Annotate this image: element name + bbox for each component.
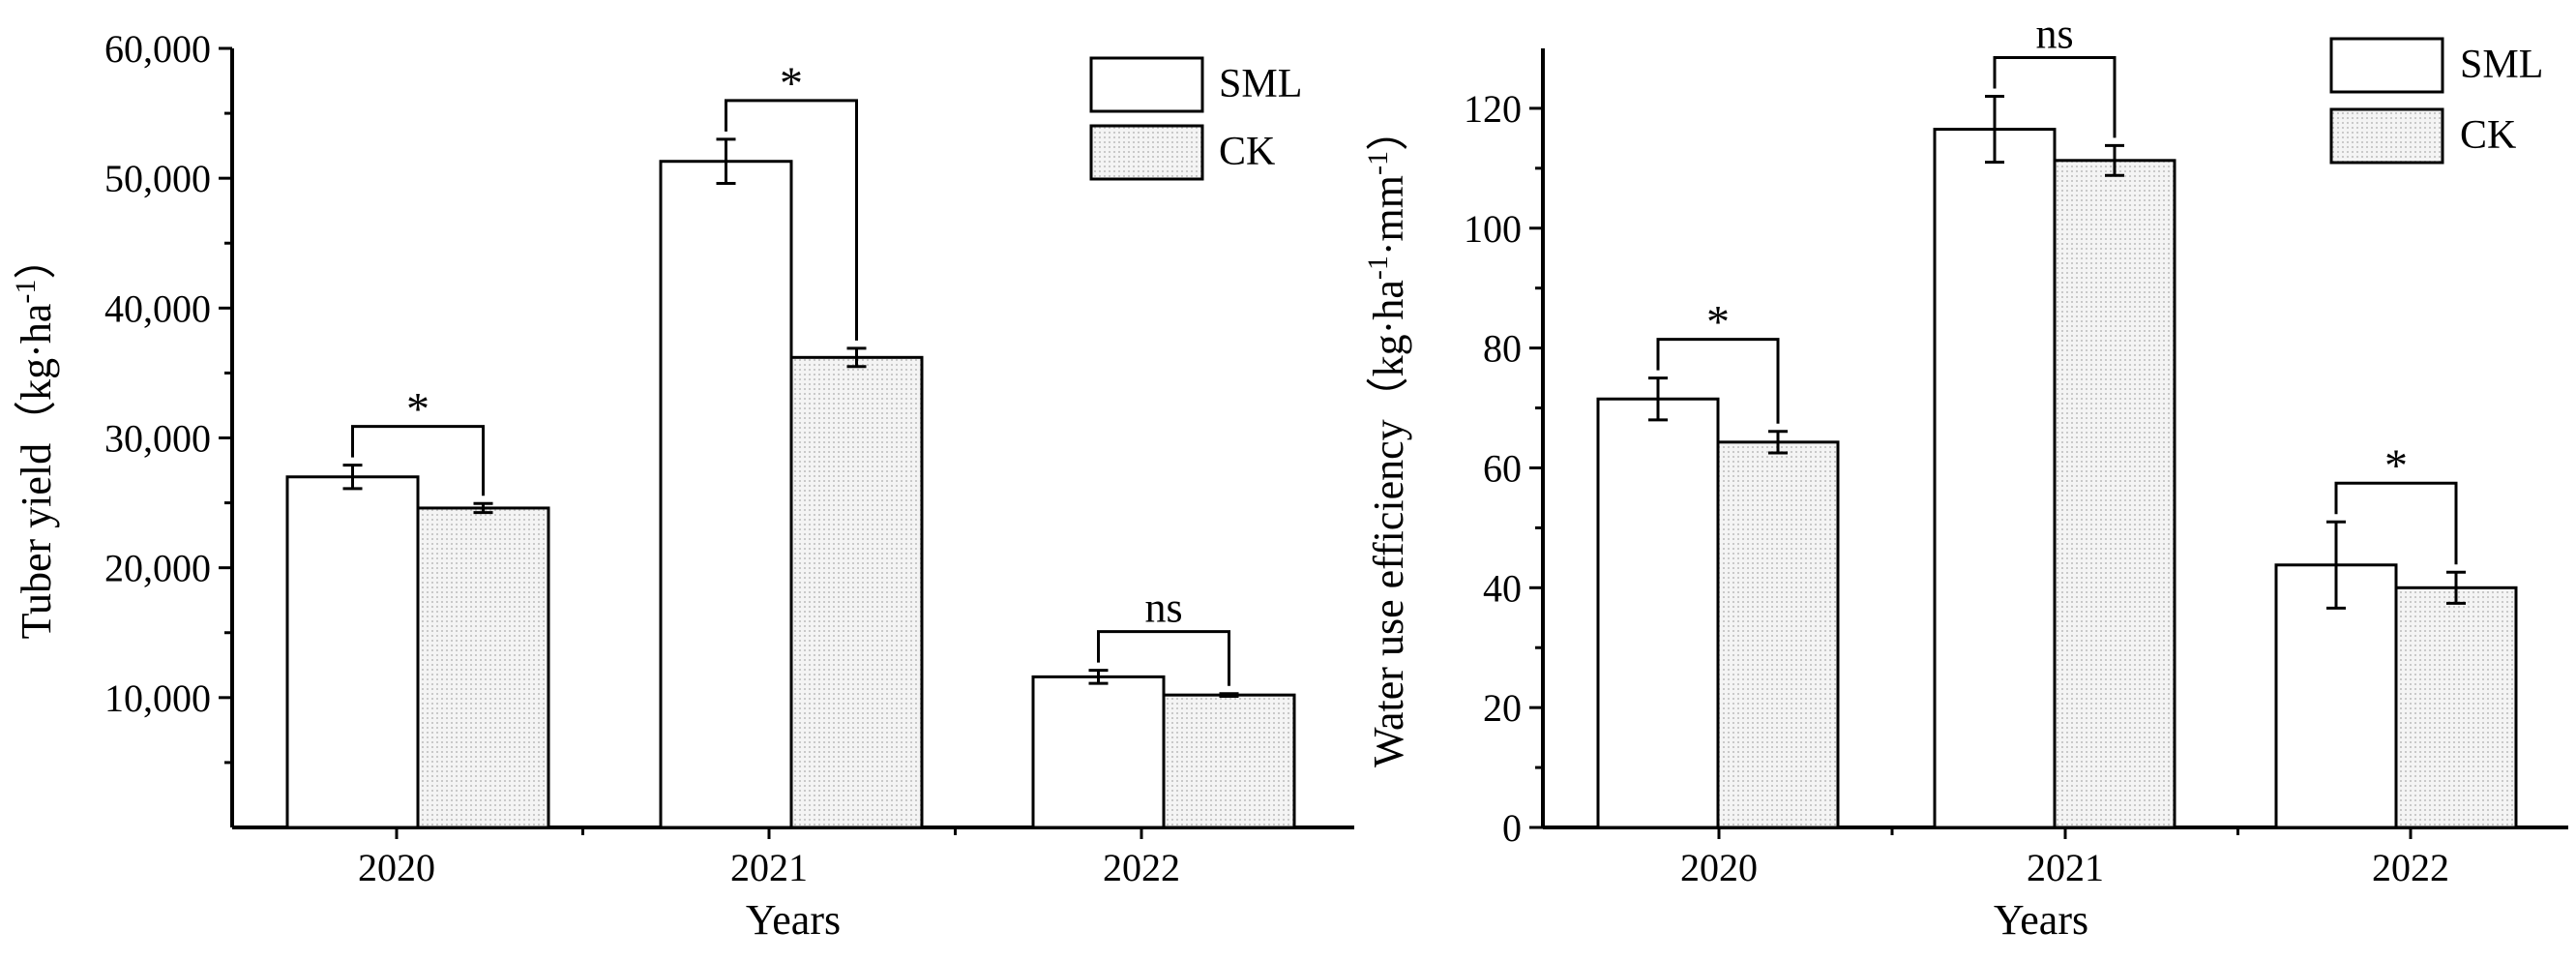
y-axis-title-tail: ） <box>1365 108 1412 151</box>
y-axis-title-sup2: -1 <box>1362 151 1394 175</box>
y-axis-title-sup: -1 <box>1362 255 1394 280</box>
legend-swatch-ck <box>1089 124 1204 181</box>
legend-swatch-sml <box>1089 56 1204 113</box>
x-tick-label: 2021 <box>2027 846 2104 889</box>
bar-ck-2021 <box>2053 159 2176 829</box>
significance-label: * <box>780 58 803 109</box>
significance-label: * <box>406 384 429 435</box>
x-tick-label: 2020 <box>1680 846 1758 889</box>
significance-label: * <box>2384 440 2408 492</box>
y-tick-label: 20 <box>1483 686 1522 730</box>
y-axis-title-mid: ·mm <box>1365 175 1412 255</box>
bar-ck-2020 <box>416 506 550 829</box>
y-axis-title: Water use efficiency（kg·ha-1·mm-1） <box>1362 108 1412 767</box>
y-axis-title-main: Tuber yield（kg·ha <box>13 304 60 640</box>
x-tick-label: 2021 <box>730 846 808 889</box>
x-tick-label: 2020 <box>358 846 435 889</box>
legend-label-ck: CK <box>1219 130 1275 174</box>
legend-label-sml: SML <box>1219 62 1302 106</box>
bar-ck-2020 <box>1716 440 1840 829</box>
significance-bracket <box>2334 481 2458 565</box>
x-axis-title: Years <box>1994 896 2088 944</box>
bar-sml-2020 <box>285 475 420 829</box>
bar-sml-2021 <box>1933 128 2057 829</box>
y-tick-label: 40,000 <box>104 286 211 330</box>
bar-ck-2022 <box>1162 693 1296 829</box>
significance-bracket <box>351 425 485 496</box>
y-tick-label: 120 <box>1464 87 1522 131</box>
x-tick-label: 2022 <box>1103 846 1180 889</box>
bar-sml-2020 <box>1596 397 1720 829</box>
tuber-yield-chart: 10,000 20,000 30,000 40,000 50,000 60,000 2020… <box>10 27 1354 944</box>
legend-swatch-ck <box>2329 107 2444 165</box>
y-tick-label: 60,000 <box>104 27 211 71</box>
y-axis-title-main: Water use efficiency（kg·ha <box>1365 280 1412 767</box>
y-tick-label: 20,000 <box>104 547 211 590</box>
significance-label: ns <box>2035 11 2073 58</box>
y-tick-label: 100 <box>1464 207 1522 251</box>
y-tick-label: 40 <box>1483 566 1522 610</box>
y-tick-label: 80 <box>1483 327 1522 371</box>
y-tick-label: 60 <box>1483 446 1522 490</box>
legend-label-sml: SML <box>2460 43 2543 87</box>
legend-label-ck: CK <box>2460 113 2516 158</box>
significance-bracket <box>1097 630 1230 686</box>
bar-sml-2022 <box>1031 675 1166 829</box>
y-axis-title: Tuber yield（kg·ha-1） <box>10 237 60 640</box>
water-use-efficiency-chart: 0 20 40 60 80 100 120 2020 2021 2022 * ns * Years Wate… <box>1362 11 2568 944</box>
y-tick-label: 50,000 <box>104 157 211 200</box>
y-axis-title-sup: -1 <box>10 280 42 304</box>
y-axis-title-tail: ） <box>13 237 60 280</box>
bar-ck-2021 <box>789 355 924 829</box>
x-tick-label: 2022 <box>2372 846 2449 889</box>
significance-label: * <box>1706 297 1730 348</box>
x-axis-title: Years <box>746 896 841 944</box>
significance-bracket <box>1993 56 2117 138</box>
significance-label: ns <box>1144 585 1182 632</box>
bar-ck-2022 <box>2394 586 2518 829</box>
y-tick-label: 30,000 <box>104 417 211 461</box>
y-tick-label: 0 <box>1502 806 1522 850</box>
significance-bracket <box>725 99 858 341</box>
bar-sml-2021 <box>659 160 793 829</box>
significance-bracket <box>1656 338 1780 424</box>
y-tick-label: 10,000 <box>104 676 211 720</box>
legend-swatch-sml <box>2329 37 2444 94</box>
